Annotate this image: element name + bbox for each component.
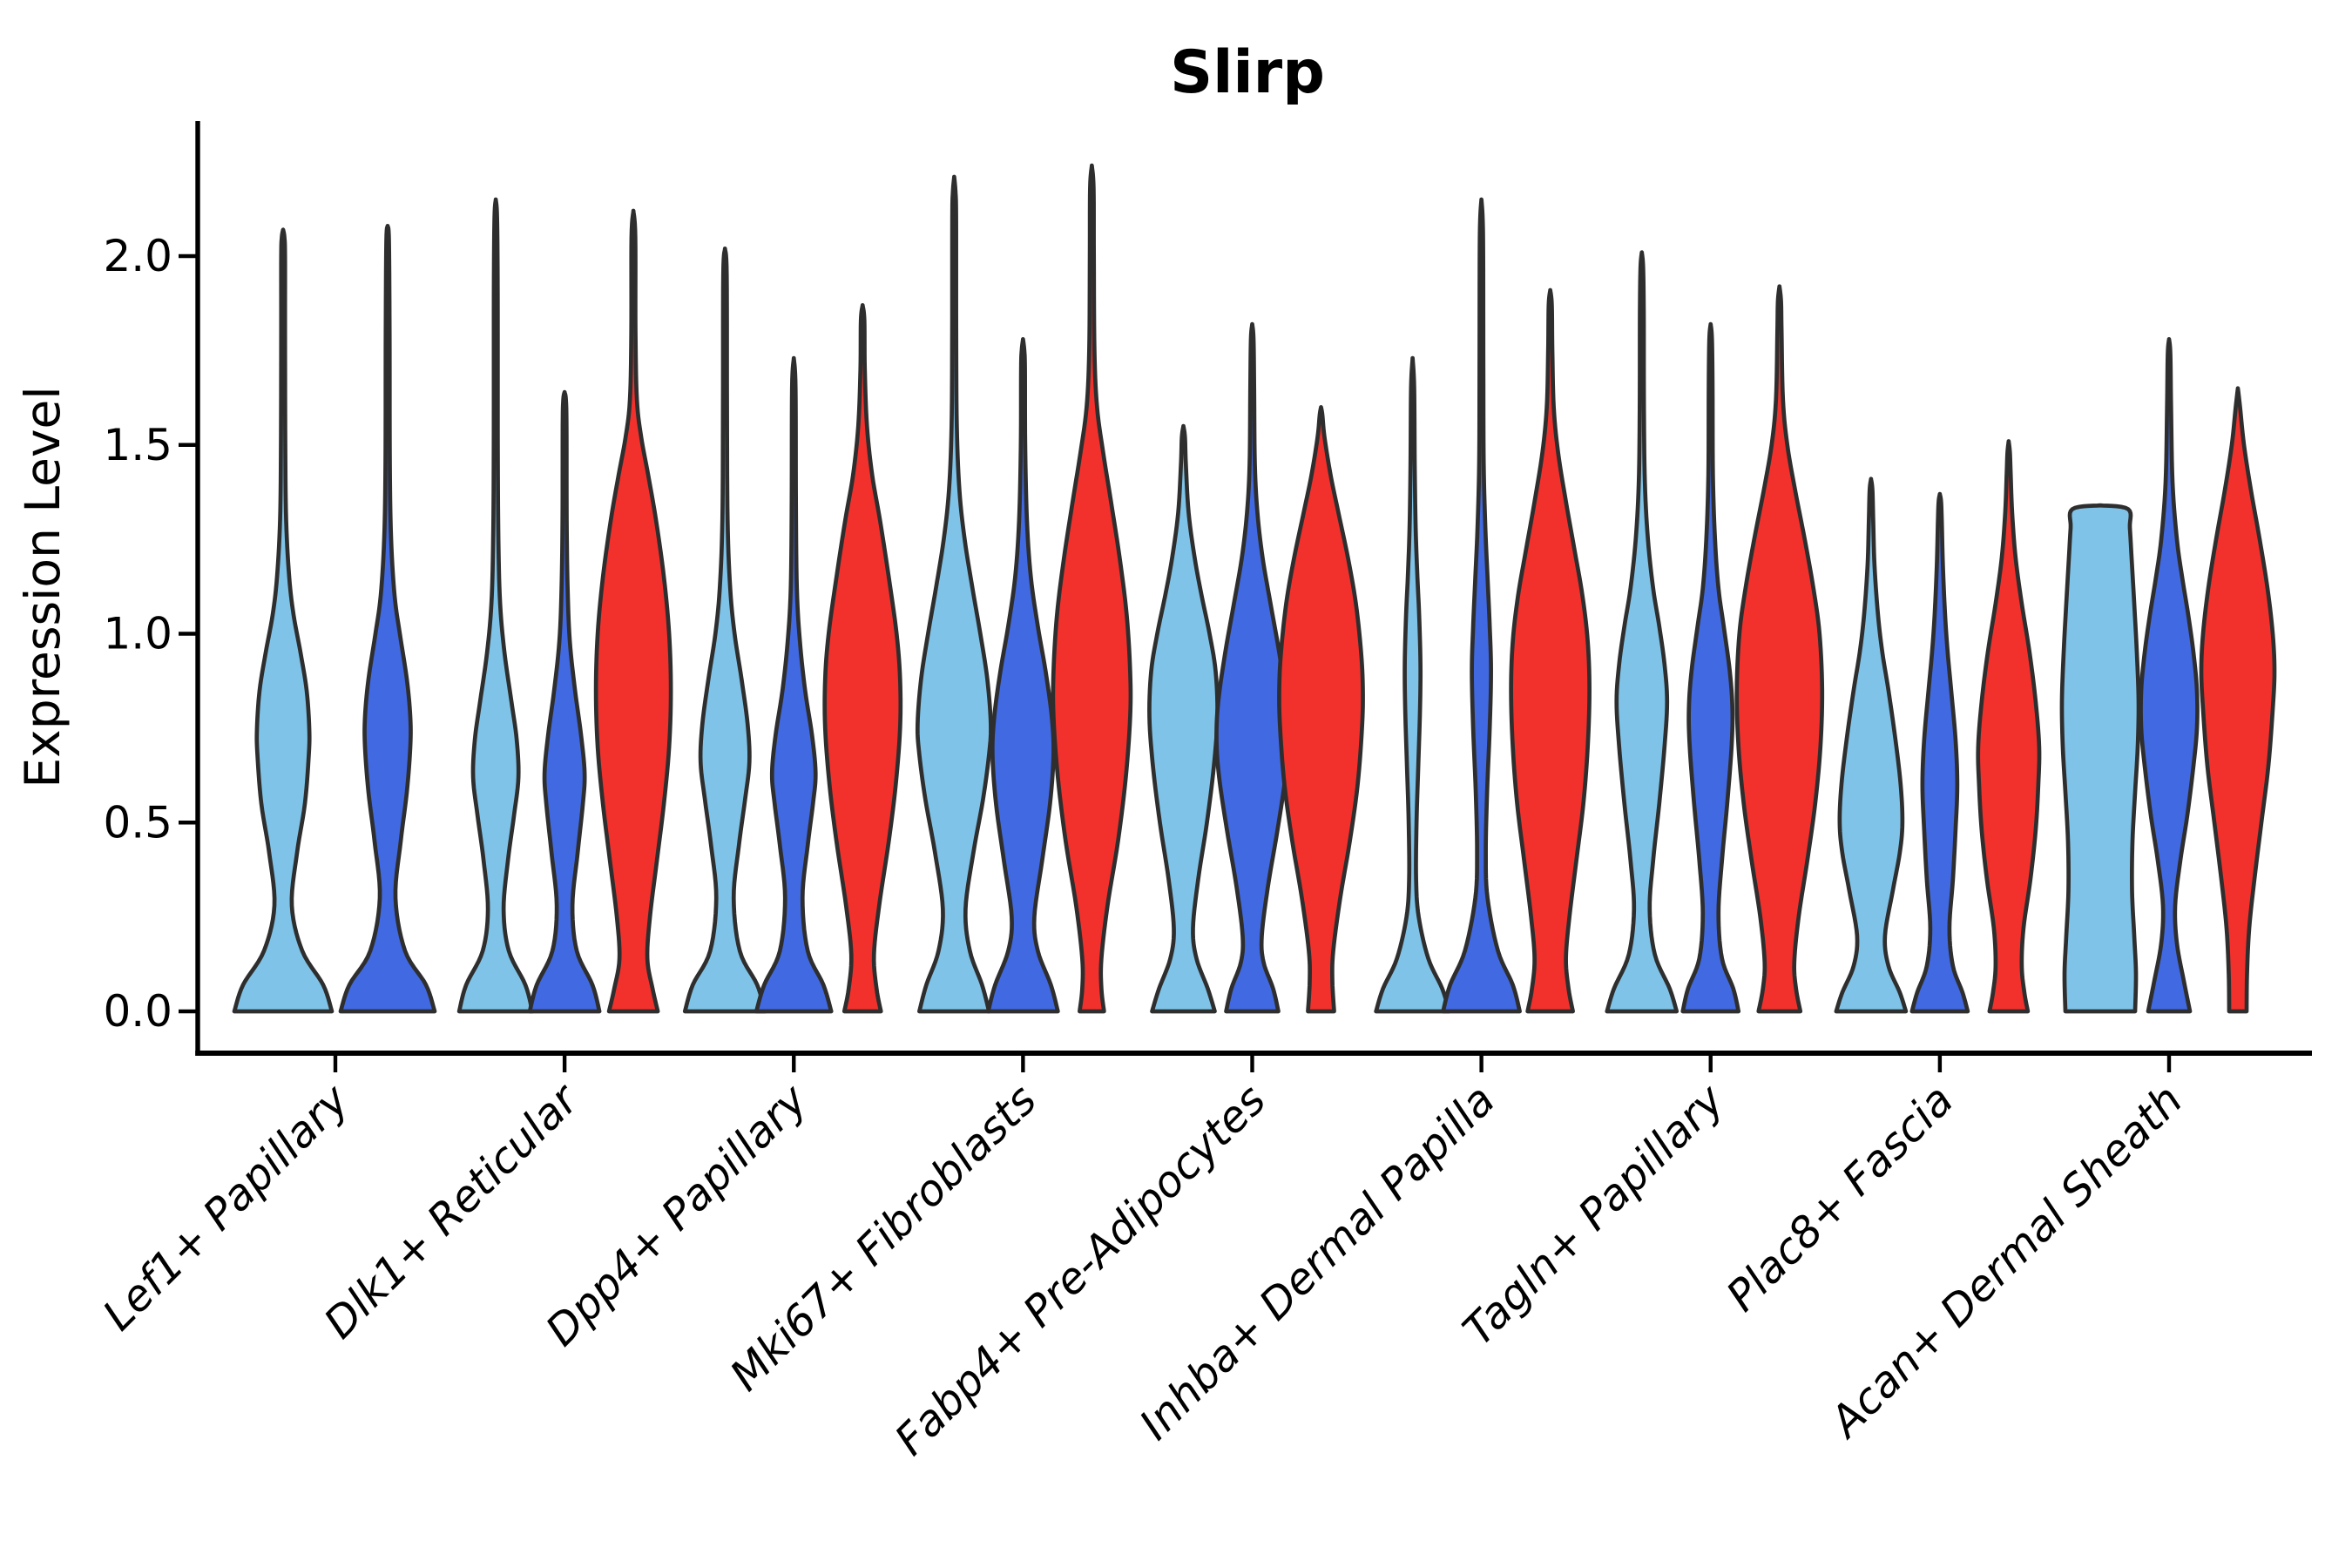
violins-layer [232,163,2277,1014]
x-tick-label-8: Plac8+ Fascia [1717,1075,1963,1321]
y-tick-label: 1.0 [103,609,172,659]
y-tick-label: 1.5 [103,420,172,470]
violin-group7-dark-blue [1680,321,1741,1014]
violin-group2-dark-blue [527,389,602,1014]
violin-group9-light-blue [2059,503,2141,1014]
violin-group6-light-blue [1374,355,1451,1014]
violin-group4-light-blue [915,174,993,1014]
violin-group4-red [1051,163,1133,1014]
y-tick-label: 0.0 [103,986,172,1037]
violin-group8-dark-blue [1909,491,1970,1014]
violin-group6-dark-blue [1441,197,1522,1014]
violin-group9-dark-blue [2139,337,2200,1014]
violin-group8-light-blue [1834,476,1909,1014]
violin-group3-red [822,303,903,1014]
violin-group7-red [1734,284,1825,1014]
violin-group1-dark-blue [338,223,437,1014]
violin-group1-light-blue [232,227,335,1014]
chart-title: Slirp [1170,38,1325,107]
violin-group9-red [2199,386,2277,1014]
violin-group5-red [1277,405,1365,1014]
y-axis-label: Expression Level [15,386,71,787]
x-tick-label-1: Lef1+ Papillary [93,1074,359,1340]
violin-group2-red [593,208,673,1014]
y-tick-label: 2.0 [103,231,172,281]
violin-group4-dark-blue [986,337,1060,1014]
y-tick-label: 0.5 [103,797,172,848]
violin-group8-red [1976,439,2042,1014]
violin-group5-light-blue [1147,423,1220,1014]
x-tick-label-5: Fabp4+ Pre-Adipocytes [885,1075,1275,1465]
violin-group5-dark-blue [1214,321,1290,1014]
violin-group6-red [1509,287,1592,1014]
violin-group3-dark-blue [754,355,834,1014]
violin-group7-light-blue [1605,250,1680,1014]
violin-group2-light-blue [456,197,535,1014]
violin-group3-light-blue [682,246,767,1014]
